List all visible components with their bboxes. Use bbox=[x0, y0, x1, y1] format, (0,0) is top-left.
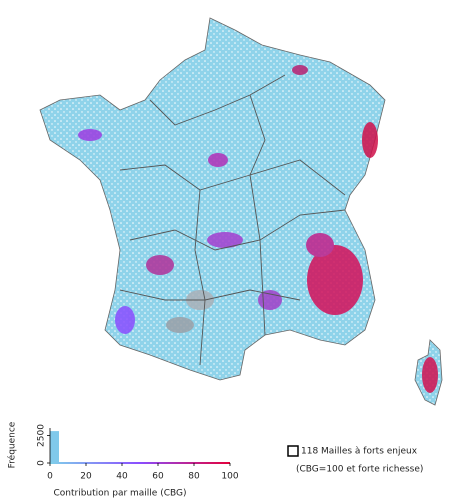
x-tick-label: 40 bbox=[116, 472, 128, 482]
y-tick-label: 0 bbox=[37, 460, 47, 466]
france-map bbox=[40, 18, 442, 405]
legend: 118 Mailles à forts enjeux (CBG=100 et f… bbox=[288, 446, 423, 475]
x-tick-label: 100 bbox=[221, 472, 238, 482]
hist-bar bbox=[50, 431, 59, 463]
x-tick-label: 0 bbox=[47, 472, 53, 482]
histogram: 0 2500 0 20 40 60 80 100 Contribution par maille… bbox=[7, 421, 239, 498]
x-tick-label: 60 bbox=[152, 472, 164, 482]
colorbar bbox=[50, 462, 230, 464]
x-tick-label: 80 bbox=[188, 472, 200, 482]
x-tick-label: 20 bbox=[80, 472, 92, 482]
y-axis-label: Fréquence bbox=[7, 421, 18, 468]
y-tick-label: 2500 bbox=[37, 424, 47, 447]
x-axis-label: Contribution par maille (CBG) bbox=[53, 489, 186, 499]
mainland bbox=[40, 18, 385, 380]
legend-subtitle: (CBG=100 et forte richesse) bbox=[296, 465, 423, 475]
legend-square bbox=[288, 446, 298, 456]
legend-title: 118 Mailles à forts enjeux bbox=[301, 447, 418, 457]
